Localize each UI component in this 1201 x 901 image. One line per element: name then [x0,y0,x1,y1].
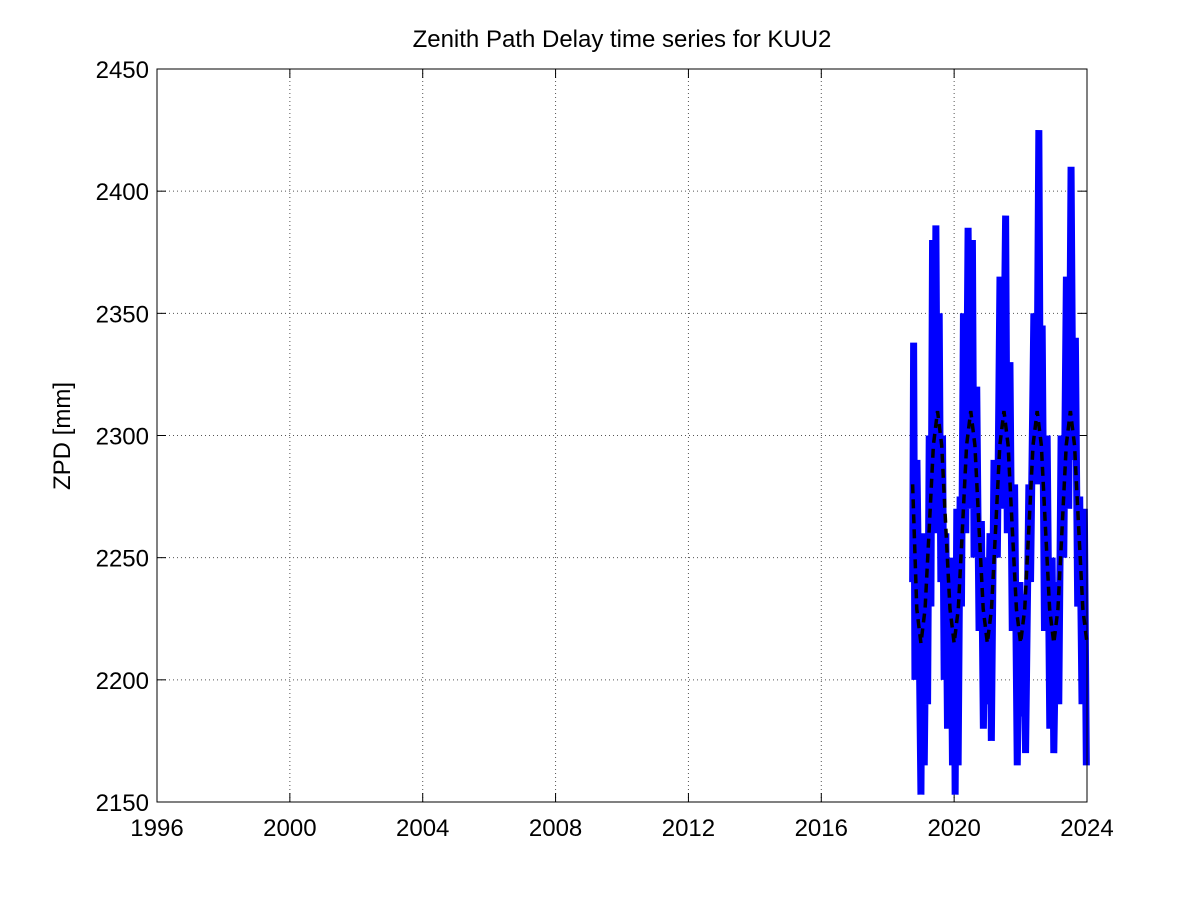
x-tick-label: 2012 [662,815,715,842]
y-axis-label: ZPD [mm] [49,382,76,490]
plot-frame [156,68,1088,803]
y-tick-label: 2350 [96,301,149,328]
y-tick-label: 2300 [96,424,149,451]
x-tick-label: 2004 [396,815,449,842]
series-line [910,410,1089,644]
x-tick-label: 2024 [1060,815,1113,842]
y-tick-label: 2450 [96,57,149,84]
x-tick-label: 2020 [927,815,980,842]
x-tick-label: 1996 [130,815,183,842]
x-tick-label: 2016 [795,815,848,842]
x-tick-label: 2000 [263,815,316,842]
y-tick-label: 2200 [96,668,149,695]
y-tick-label: 2400 [96,179,149,206]
y-tick-label: 2150 [96,790,149,817]
y-tick-label: 2250 [96,546,149,573]
chart-title: Zenith Path Delay time series for KUU2 [413,26,832,53]
x-tick-label: 2008 [529,815,582,842]
